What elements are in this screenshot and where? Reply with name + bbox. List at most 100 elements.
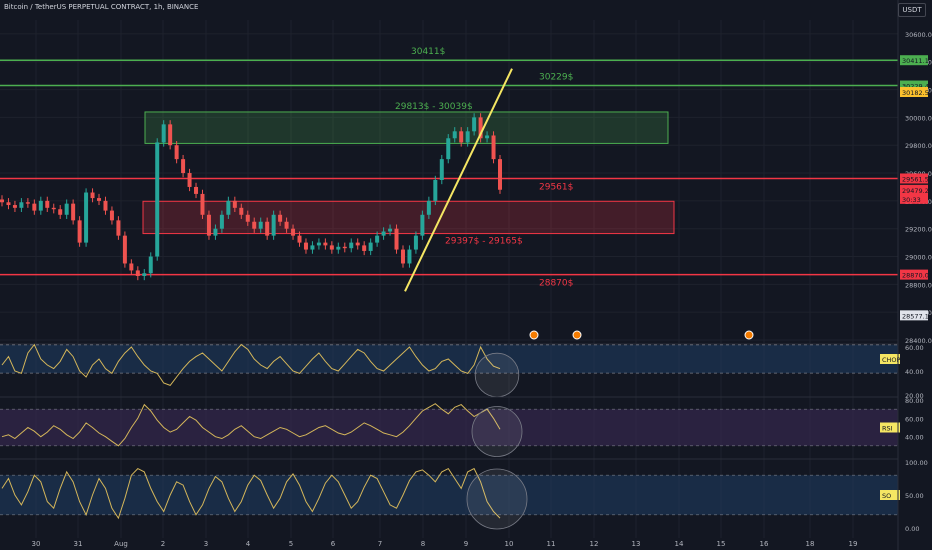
candle-body — [349, 242, 354, 249]
candle-body — [129, 263, 134, 271]
pane-band — [0, 475, 898, 515]
trendline-line[interactable] — [404, 68, 513, 292]
candle-body — [25, 202, 30, 204]
pane-name-badge[interactable] — [880, 490, 900, 500]
candle-body — [206, 214, 211, 236]
pane-name-badge[interactable] — [880, 354, 900, 364]
oscillator-panes: CHOP RSI SO — [0, 343, 901, 530]
time-axis[interactable]: 30 31 Aug 2 3 4 5 6 7 8 9 10 11 12 13 14 15 16 18 19 — [32, 540, 858, 548]
candle-body — [303, 242, 308, 250]
candle-body — [187, 173, 192, 187]
candle-body — [465, 131, 470, 143]
candle-body — [400, 249, 405, 264]
candle-body — [265, 221, 270, 236]
level-price-tag — [900, 80, 928, 91]
price-tag — [900, 184, 928, 195]
candle-body — [142, 273, 147, 276]
time-tick-label: 11 — [547, 540, 556, 548]
time-tick-label: 30 — [32, 540, 41, 548]
candle-body — [284, 221, 289, 229]
candle-body — [355, 242, 360, 246]
level-price-tag — [900, 269, 928, 280]
candle-body — [109, 210, 114, 221]
osc-tick-label: 100.00 — [905, 459, 928, 467]
candle-body — [32, 203, 37, 211]
candle-body — [71, 203, 76, 221]
candle-body — [271, 214, 276, 236]
candle-body — [491, 135, 496, 160]
oscillator-line-chop — [1, 343, 501, 386]
candle-body — [342, 246, 347, 249]
candle-body — [213, 228, 218, 236]
price-tag — [900, 193, 928, 204]
level-label: 29561$ — [539, 182, 573, 192]
candle-body — [388, 228, 393, 232]
candle-body — [459, 131, 464, 143]
candle-body — [6, 202, 11, 206]
event-marker[interactable] — [744, 330, 754, 340]
zone-label: 29397$ - 29165$ — [445, 237, 523, 247]
osc-tick-label: 40.00 — [905, 434, 924, 442]
time-tick-label: 18 — [806, 540, 815, 548]
trendline[interactable] — [404, 68, 513, 292]
oscillator-line-rsi — [1, 403, 501, 447]
candle-body — [426, 200, 431, 215]
level-label: 30411$ — [411, 47, 445, 57]
candle-body — [45, 200, 50, 208]
osc-tick-label: 60.00 — [905, 415, 924, 423]
candle-body — [219, 214, 224, 229]
candle-body — [252, 221, 257, 229]
time-tick-label: 6 — [331, 540, 336, 548]
osc-tick-label: 40.00 — [905, 368, 924, 376]
pane-name-label: CHOP — [882, 356, 901, 364]
price-tag — [900, 310, 928, 321]
candle-body — [433, 180, 438, 201]
price-tick-label: 30600.0 — [905, 31, 932, 39]
time-tick-label: 10 — [505, 540, 514, 548]
event-marker[interactable] — [572, 330, 582, 340]
highlight-circle — [474, 352, 520, 398]
candle-body — [478, 117, 483, 139]
time-tick-label: 13 — [632, 540, 641, 548]
price-tag — [900, 87, 928, 97]
candle-body — [245, 214, 250, 222]
candle-body — [413, 235, 418, 250]
price-tag-text: 30182.5 — [902, 89, 929, 97]
price-tag-text: 29479.2 — [902, 187, 929, 195]
price-zone-red[interactable] — [142, 200, 675, 235]
price-tick-label: 29000.0 — [905, 254, 932, 262]
candle-body — [446, 138, 451, 160]
candle-body — [194, 186, 199, 194]
candle-body — [58, 209, 63, 215]
price-zone-green[interactable] — [144, 111, 669, 144]
candle-body — [51, 207, 56, 210]
zone-label: 29813$ - 30039$ — [395, 102, 473, 112]
pane-band — [0, 409, 898, 446]
pane-name-badge[interactable] — [880, 422, 900, 433]
candle-body — [0, 199, 4, 203]
price-tick-label: 28400.0 — [905, 337, 932, 345]
time-tick-label: 9 — [464, 540, 468, 548]
candle-body — [19, 202, 24, 208]
currency-badge[interactable]: USDT — [898, 3, 926, 17]
oscillator-line-so — [1, 467, 501, 520]
candle-body — [155, 142, 160, 257]
candle-body — [90, 192, 95, 199]
candle-body — [439, 159, 444, 180]
time-tick-label: Aug — [114, 540, 128, 548]
time-tick-label: 14 — [675, 540, 684, 548]
candle-body — [420, 214, 425, 236]
price-tick-label: 29200.0 — [905, 226, 932, 234]
level-price-tag-text: 29561.5 — [902, 175, 929, 183]
price-tag-text: 28577.1 — [902, 312, 929, 320]
time-tick-label: 4 — [246, 540, 251, 548]
candle-body — [362, 245, 367, 251]
candle-body — [310, 245, 315, 250]
event-marker[interactable] — [529, 330, 539, 340]
osc-tick-label: 60.00 — [905, 344, 924, 352]
price-axis[interactable]: 28400.028600.028800.029000.029200.029400… — [897, 0, 932, 550]
highlight-circle — [471, 406, 523, 457]
candle-body — [239, 207, 244, 215]
candle-body — [329, 245, 334, 250]
